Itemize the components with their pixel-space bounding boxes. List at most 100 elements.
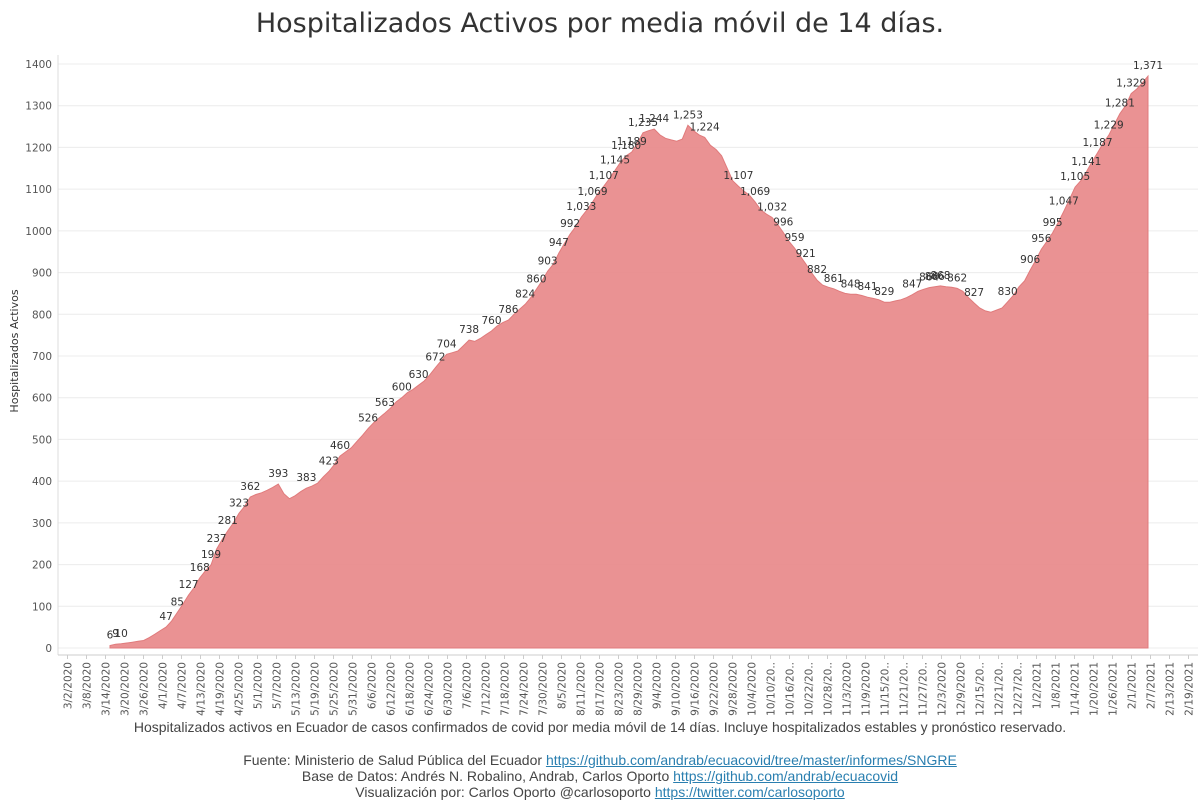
database-line: Base de Datos: Andrés N. Robalino, Andra… [0,768,1200,784]
visualization-label: Visualización por: Carlos Oporto @carlos… [355,784,651,800]
x-tick-label: 5/25/2020 [329,662,341,716]
data-label: 630 [409,369,429,381]
x-tick-label: 8/11/2020 [576,662,588,716]
x-tick-label: 4/1/2020 [158,662,170,709]
data-label: 1,187 [1082,137,1112,149]
data-label: 847 [902,279,922,291]
x-tick-label: 2/19/2021 [1184,662,1196,716]
x-tick-label: 11/3/2020 [842,662,854,716]
y-tick-label: 1000 [25,226,52,238]
data-label: 786 [498,304,518,316]
data-label: 85 [171,597,184,609]
data-label: 1,069 [740,186,770,198]
x-tick-label: 10/4/2020 [747,662,759,716]
y-tick-label: 400 [32,476,52,488]
data-label: 1,189 [617,136,647,148]
data-label: 996 [773,217,793,229]
x-tick-label: 7/24/2020 [519,662,531,716]
data-label: 760 [481,315,501,327]
x-tick-label: 3/14/2020 [101,662,113,716]
x-tick-label: 6/30/2020 [443,662,455,716]
x-tick-label: 4/13/2020 [196,662,208,716]
data-label: 861 [824,273,844,285]
y-tick-label: 1100 [25,184,52,196]
data-label: 1,224 [690,121,720,133]
y-tick-label: 300 [32,518,52,530]
x-tick-label: 5/31/2020 [348,662,360,716]
x-tick-label: 6/12/2020 [386,662,398,716]
data-label: 47 [159,611,172,623]
x-tick-label: 9/22/2020 [709,662,721,716]
data-label: 992 [560,218,580,230]
y-tick-label: 1400 [25,59,52,71]
area-fill [109,74,1149,649]
x-tick-label: 8/23/2020 [614,662,626,716]
x-tick-label: 1/26/2021 [1108,662,1120,716]
database-label: Base de Datos: Andrés N. Robalino, Andra… [301,768,670,784]
x-tick-label: 8/5/2020 [557,662,569,709]
data-label: 1,229 [1094,119,1124,131]
data-label: 199 [201,549,221,561]
data-label: 1,235 [628,117,658,129]
data-label: 323 [229,497,249,509]
data-label: 738 [459,324,479,336]
y-tick-label: 800 [32,309,52,321]
x-tick-label: 3/8/2020 [82,662,94,709]
data-label: 1,107 [589,170,619,182]
source-link[interactable]: https://github.com/andrab/ecuacovid/tree… [545,752,957,768]
data-label: 868 [930,270,950,282]
x-tick-label: 4/25/2020 [234,662,246,716]
x-tick-label: 1/2/2021 [1032,662,1044,709]
x-tick-label: 5/13/2020 [291,662,303,716]
data-label: 829 [874,286,894,298]
data-label: 995 [1043,217,1063,229]
data-label: 362 [240,481,260,493]
x-tick-label: 9/4/2020 [652,662,664,709]
x-tick-label: 5/19/2020 [310,662,322,716]
x-tick-label: 1/8/2021 [1051,662,1063,709]
data-label: 866 [925,271,945,283]
x-tick-label: 3/2/2020 [63,662,75,709]
source-label: Fuente: Ministerio de Salud Pública del … [243,752,543,768]
data-label: 827 [964,287,984,299]
x-tick-label: 5/7/2020 [272,662,284,709]
area-series [109,74,1149,649]
x-tick-label: 1/20/2021 [1089,662,1101,716]
data-label: 1,180 [611,140,641,152]
x-tick-label: 12/15/20.. [975,662,987,716]
x-tick-label: 12/3/2020 [937,662,949,716]
data-label: 423 [319,456,339,468]
database-link[interactable]: https://github.com/andrab/ecuacovid [673,768,899,784]
y-tick-label: 500 [32,434,52,446]
y-axis-label: Hospitalizados Activos [8,289,21,412]
data-label: 947 [549,237,569,249]
y-tick-label: 1200 [25,142,52,154]
x-tick-label: 4/19/2020 [215,662,227,716]
x-tick-label: 7/6/2020 [462,662,474,709]
x-tick-label: 10/16/20.. [785,662,797,716]
x-tick-label: 6/18/2020 [405,662,417,716]
x-tick-label: 7/30/2020 [538,662,550,716]
x-tick-label: 3/20/2020 [120,662,132,716]
data-label: 956 [1031,233,1051,245]
y-tick-label: 600 [32,393,52,405]
data-label: 1,329 [1116,78,1146,90]
x-tick-label: 7/18/2020 [500,662,512,716]
x-tick-label: 10/10/20.. [766,662,778,716]
data-label: 841 [857,281,877,293]
data-label: 862 [947,272,967,284]
x-tick-label: 9/28/2020 [728,662,740,716]
x-tick-label: 2/1/2021 [1127,662,1139,709]
y-tick-label: 1300 [25,101,52,113]
x-tick-label: 11/21/20.. [899,662,911,716]
data-label: 1,047 [1049,195,1079,207]
x-tick-label: 12/27/20.. [1013,662,1025,716]
x-tick-label: 2/7/2021 [1146,662,1158,709]
visualization-link[interactable]: https://twitter.com/carlosoporto [654,784,845,800]
data-label: 864 [919,272,939,284]
x-tick-label: 10/28/20.. [823,662,835,716]
data-label: 921 [796,248,816,260]
y-tick-label: 200 [32,560,52,572]
x-tick-label: 2/13/2021 [1165,662,1177,716]
